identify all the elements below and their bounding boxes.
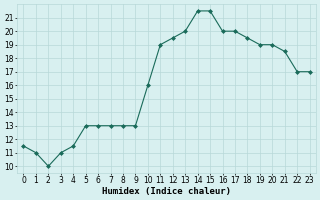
X-axis label: Humidex (Indice chaleur): Humidex (Indice chaleur) [102, 187, 231, 196]
